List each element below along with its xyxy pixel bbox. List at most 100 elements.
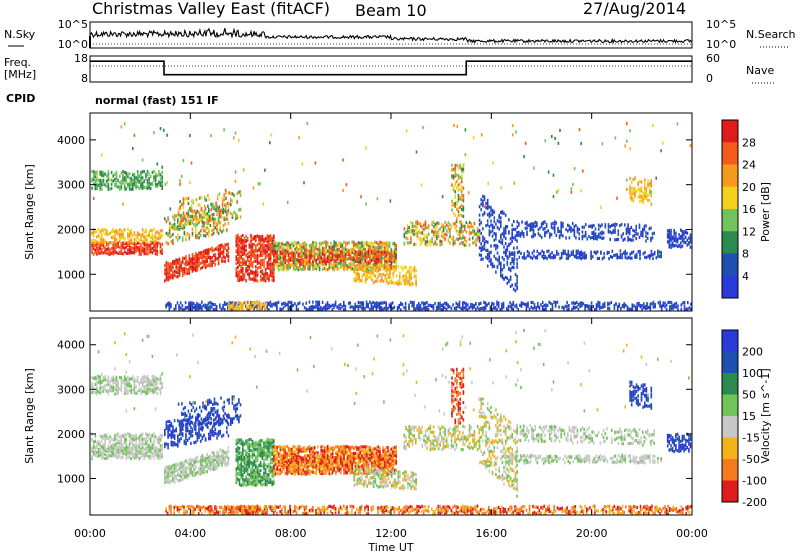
heatmap-cell [408, 269, 411, 273]
heatmap-cell [300, 252, 303, 256]
heatmap-cell [547, 170, 550, 174]
heatmap-cell [284, 254, 287, 258]
heatmap-cell [483, 197, 486, 201]
heatmap-cell [516, 287, 518, 291]
heatmap-cell [161, 382, 163, 386]
heatmap-cell [154, 246, 157, 250]
heatmap-cell [117, 450, 119, 454]
heatmap-cell [255, 275, 257, 279]
heatmap-cell [133, 456, 136, 460]
heatmap-cell [181, 271, 184, 275]
heatmap-cell [136, 454, 139, 458]
heatmap-cell [312, 254, 314, 258]
colorbar-tick-label: 28 [742, 136, 756, 149]
heatmap-cell [200, 207, 203, 211]
heatmap-cell [105, 454, 108, 458]
heatmap-cell [141, 384, 144, 388]
heatmap-cell [101, 238, 103, 242]
heatmap-cell [96, 176, 98, 180]
heatmap-cell [104, 250, 106, 254]
heatmap-cell [456, 163, 458, 168]
heatmap-cell [637, 232, 639, 236]
heatmap-cell [132, 246, 134, 250]
heatmap-cell [630, 225, 633, 230]
heatmap-cell [370, 304, 373, 308]
heatmap-cell [273, 245, 275, 249]
heatmap-cell [255, 237, 257, 241]
heatmap-cell [313, 245, 316, 249]
heatmap-cell [335, 241, 337, 245]
heatmap-cell [133, 389, 136, 393]
heatmap-cell [114, 177, 116, 181]
heatmap-cell [383, 306, 386, 310]
heatmap-cell [370, 265, 373, 270]
heatmap-cell [451, 199, 453, 203]
heatmap-cell [511, 124, 514, 128]
heatmap-cell [333, 268, 335, 272]
heatmap-cell [541, 307, 544, 311]
heatmap-cell [471, 303, 474, 307]
heatmap-cell [387, 251, 389, 255]
heatmap-cell [558, 305, 560, 309]
heatmap-cell [416, 222, 419, 226]
heatmap-cell [145, 244, 147, 248]
heatmap-cell [447, 225, 450, 229]
heatmap-cell [96, 454, 98, 458]
heatmap-cell [540, 235, 543, 239]
heatmap-cell [97, 450, 100, 455]
heatmap-cell [300, 257, 303, 261]
heatmap-cell [127, 227, 129, 231]
heatmap-cell [213, 220, 216, 224]
heatmap-cell [309, 261, 311, 265]
heatmap-cell [125, 449, 128, 453]
heatmap-cell [384, 241, 386, 246]
heatmap-cell [105, 179, 108, 183]
heatmap-cell [216, 246, 218, 250]
heatmap-cell [382, 272, 385, 276]
heatmap-cell [263, 302, 266, 306]
heatmap-cell [384, 249, 386, 253]
heatmap-cell [318, 300, 321, 304]
heatmap-cell [513, 266, 515, 270]
heatmap-cell [333, 253, 335, 257]
heatmap-cell [211, 256, 213, 260]
heatmap-cell [670, 228, 672, 232]
heatmap-cell [338, 252, 340, 256]
heatmap-cell [315, 265, 318, 269]
heatmap-cell [370, 241, 373, 245]
heatmap-cell [112, 227, 114, 232]
heatmap-cell [148, 230, 150, 234]
heatmap-cell [96, 185, 98, 189]
heatmap-cell [361, 267, 364, 271]
heatmap-cell [464, 128, 467, 132]
heatmap-cell [201, 305, 203, 309]
heatmap-cell [369, 261, 371, 265]
heatmap-cell [96, 389, 98, 394]
heatmap-cell [256, 249, 259, 253]
heatmap-cell [649, 254, 651, 258]
heatmap-cell [421, 240, 424, 244]
heatmap-cell [557, 189, 560, 193]
heatmap-cell [271, 278, 273, 282]
heatmap-cell [457, 174, 460, 178]
heatmap-cell [669, 308, 671, 312]
heatmap-cell [452, 174, 455, 178]
heatmap-cell [537, 228, 540, 232]
heatmap-cell [607, 230, 610, 234]
heatmap-cell [627, 255, 630, 259]
heatmap-cell [202, 211, 204, 216]
heatmap-cell [274, 241, 277, 245]
heatmap-cell [101, 389, 103, 393]
heatmap-cell [404, 305, 407, 309]
heatmap-cell [578, 232, 580, 236]
heatmap-cell [123, 250, 126, 254]
heatmap-cell [501, 238, 504, 242]
heatmap-cell [395, 265, 397, 269]
heatmap-cell [568, 236, 571, 240]
heatmap-cell [390, 251, 393, 255]
heatmap-cell [201, 307, 203, 311]
heatmap-cell [683, 233, 685, 237]
heatmap-cell [387, 262, 389, 266]
heatmap-cell [209, 255, 212, 260]
heatmap-cell [318, 241, 321, 246]
